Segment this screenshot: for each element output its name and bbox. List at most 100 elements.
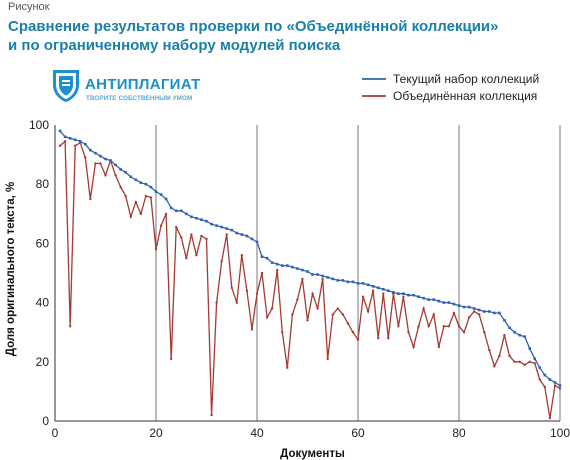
shield-logo-icon [53,70,79,102]
data-point [417,325,420,328]
data-point [483,331,486,334]
data-point [109,159,112,162]
data-point [538,366,542,370]
data-point [134,178,138,182]
data-point [457,304,461,307]
data-point [63,135,67,139]
data-point [205,219,208,223]
data-point [548,378,552,381]
data-point [185,257,188,260]
data-point [432,313,435,316]
data-point [508,354,511,358]
data-point [462,331,466,334]
data-point [215,301,218,304]
data-point [129,215,132,218]
x-tick-label: 40 [250,426,264,440]
data-point [240,233,244,236]
x-axis-title: Документы [280,448,345,460]
data-point [377,336,380,340]
data-point [286,366,289,369]
data-point [104,157,107,161]
data-point [366,283,370,287]
data-point [493,365,496,368]
data-point [346,280,350,284]
data-point [114,174,117,177]
data-point [210,222,213,226]
logo-tagline: ТВОРИТЕ СОБСТВЕННЫМ УМОМ [86,95,193,102]
data-point [543,385,547,389]
data-point [382,292,385,295]
data-point [336,307,339,310]
data-point [99,162,102,165]
data-point [144,194,148,198]
data-point [472,310,476,313]
data-point [316,273,319,276]
data-point [356,282,360,285]
data-point [301,268,304,272]
data-point [195,216,198,220]
data-point [265,316,269,319]
data-point [306,319,309,322]
data-point [493,311,496,315]
data-point [518,360,521,363]
data-point [245,234,249,238]
data-point [437,299,441,303]
data-point [180,236,183,239]
data-point [407,293,410,297]
data-point [351,331,355,334]
data-point [175,225,178,229]
data-point [260,255,264,259]
chart-title-line-1: Сравнение результатов проверки по «Объед… [8,18,499,35]
data-point [326,276,329,279]
data-point [164,197,168,201]
data-point [84,142,87,146]
data-point [190,215,193,219]
data-point [235,231,239,235]
data-point [523,363,526,366]
data-point [134,200,137,204]
data-point [397,325,400,328]
data-point [513,330,516,334]
data-point [508,326,511,330]
data-point [94,151,97,155]
data-point [84,156,87,159]
data-point [265,256,269,260]
data-point [503,333,506,337]
data-point [366,310,370,313]
data-point [467,305,471,309]
data-point [392,290,395,294]
data-point [78,139,82,143]
data-point [407,331,410,334]
data-point [63,140,67,143]
data-point [427,298,430,301]
data-point [427,325,430,328]
data-point [397,292,400,296]
chart-title: Сравнение результатов проверки по «Объед… [8,17,563,55]
data-point [275,262,279,266]
data-point [68,137,72,140]
data-point [169,206,173,210]
data-point [225,233,228,236]
data-point [119,185,122,189]
data-point [422,296,425,300]
data-point [376,286,380,290]
data-point [422,307,425,310]
data-point [331,313,334,316]
data-point [230,286,233,289]
data-point [437,345,440,349]
data-point [291,265,294,269]
data-point [371,285,375,288]
data-point [104,174,107,177]
legend-label: Текущий набор коллекций [393,72,539,86]
data-point [442,301,446,304]
data-point [442,325,446,328]
data-point [412,293,415,297]
data-point [478,313,481,316]
data-point [230,228,234,232]
data-point [270,307,274,310]
data-point [316,307,319,310]
data-point [174,209,178,213]
data-point [361,295,365,298]
x-tick-label: 80 [452,426,466,440]
y-tick-label: 20 [36,355,50,369]
